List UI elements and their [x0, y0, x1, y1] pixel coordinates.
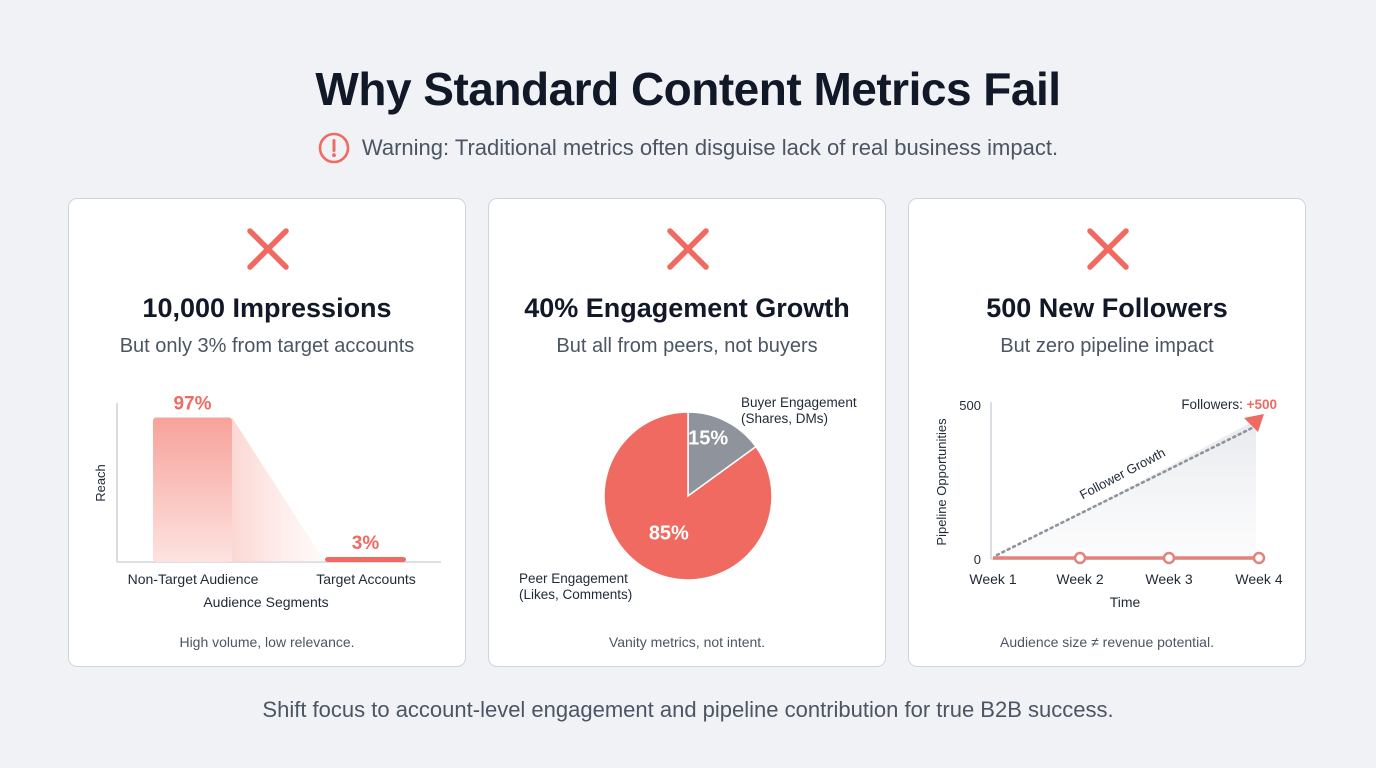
pie-slice-label: Peer Engagement — [519, 571, 628, 586]
x-tick-label: Week 1 — [969, 571, 1016, 587]
followers-annotation: Followers: +500 — [1181, 397, 1277, 412]
followers-line-chart: Pipeline Opportunities Time 500 0 Follower… — [934, 397, 1283, 610]
card-title: 10,000 Impressions — [142, 293, 392, 323]
x-tick-label: Week 4 — [1235, 571, 1282, 587]
page-footer: Shift focus to account-level engagement … — [262, 697, 1114, 722]
bar-target — [325, 557, 406, 562]
pipeline-point — [1162, 551, 1176, 565]
x-mark-icon — [1087, 228, 1129, 270]
exclamation-circle-icon — [318, 132, 350, 164]
engagement-card: 40% Engagement Growth But all from peers… — [488, 198, 886, 667]
impressions-card: 10,000 Impressions But only 3% from targ… — [68, 198, 466, 667]
pie-data-label: 15% — [688, 428, 728, 450]
x-mark-icon — [667, 228, 709, 270]
pipeline-point — [1073, 551, 1087, 565]
warning-text: Warning: Traditional metrics often disgu… — [361, 135, 1059, 160]
y-axis-label: Reach — [93, 464, 108, 502]
bar-non-target — [153, 417, 232, 562]
card-subtitle: But all from peers, not buyers — [556, 335, 818, 357]
trend-area — [993, 420, 1256, 559]
x-tick-label: Week 3 — [1145, 571, 1192, 587]
y-tick-label: 0 — [974, 552, 981, 567]
impressions-bar-chart: Reach Audience Segments 97% Non-Target Au… — [93, 393, 441, 610]
followers-card: 500 New Followers But zero pipeline impa… — [908, 198, 1306, 667]
funnel-shade — [232, 417, 325, 562]
page-title: Why Standard Content Metrics Fail — [315, 63, 1061, 115]
card-subtitle: But only 3% from target accounts — [119, 335, 415, 357]
bar-data-label: 3% — [352, 533, 380, 554]
bar-data-label: 97% — [173, 393, 211, 414]
card-title: 500 New Followers — [986, 293, 1228, 323]
y-axis-label: Pipeline Opportunities — [934, 418, 949, 546]
warning-banner: Warning: Traditional metrics often disgu… — [0, 132, 1376, 164]
x-tick-label: Non-Target Audience — [128, 571, 259, 587]
x-axis-label: Audience Segments — [203, 594, 328, 610]
card-subtitle: But zero pipeline impact — [1000, 335, 1214, 357]
x-tick-label: Week 2 — [1056, 571, 1103, 587]
x-axis-label: Time — [1110, 594, 1141, 610]
follower-growth-trend — [995, 426, 1254, 557]
card-footer: High volume, low relevance. — [179, 634, 355, 650]
card-footer: Vanity metrics, not intent. — [608, 634, 766, 650]
card-footer: Audience size ≠ revenue potential. — [1000, 634, 1214, 650]
pie-slice — [603, 411, 773, 581]
pie-slice-label: (Shares, DMs) — [741, 411, 828, 426]
trend-arrowhead — [1244, 414, 1264, 432]
pie-data-label: 85% — [649, 523, 689, 545]
engagement-pie-chart: 15% 85% Buyer Engagement(Shares, DMs) Peer … — [519, 395, 857, 602]
pie-slice-label: Buyer Engagement — [741, 395, 857, 410]
card-title: 40% Engagement Growth — [524, 293, 850, 323]
y-tick-label: 500 — [959, 398, 981, 413]
x-tick-label: Target Accounts — [316, 571, 416, 587]
x-mark-icon — [247, 228, 289, 270]
pipeline-point — [1252, 551, 1266, 565]
pie-slice-label: (Likes, Comments) — [519, 587, 632, 602]
pie-slice — [687, 411, 758, 498]
